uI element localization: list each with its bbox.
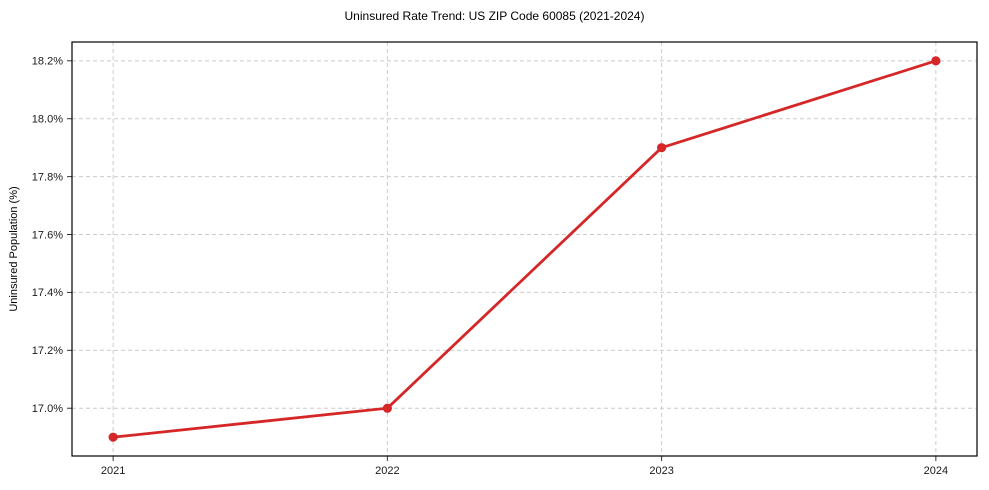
y-tick-label: 18.2% bbox=[32, 56, 63, 68]
x-tick-label: 2022 bbox=[375, 465, 399, 477]
x-tick-label: 2024 bbox=[924, 465, 948, 477]
y-tick-label: 18.0% bbox=[32, 114, 63, 126]
data-point-2024 bbox=[931, 56, 941, 66]
y-tick-label: 17.8% bbox=[32, 171, 63, 183]
plot-frame bbox=[71, 41, 978, 457]
y-tick-label: 17.4% bbox=[32, 287, 63, 299]
data-point-2021 bbox=[108, 432, 118, 442]
y-tick-label: 17.2% bbox=[32, 345, 63, 357]
x-tick-label: 2021 bbox=[101, 465, 125, 477]
x-tick-label: 2023 bbox=[649, 465, 673, 477]
chart-title: Uninsured Rate Trend: US ZIP Code 60085 … bbox=[344, 9, 645, 23]
data-point-2023 bbox=[657, 143, 667, 153]
y-tick-label: 17.6% bbox=[32, 229, 63, 241]
y-tick-label: 17.0% bbox=[32, 403, 63, 415]
trend-line bbox=[111, 59, 938, 439]
data-point-2022 bbox=[382, 403, 392, 413]
y-axis-label: Uninsured Population (%) bbox=[8, 186, 20, 312]
